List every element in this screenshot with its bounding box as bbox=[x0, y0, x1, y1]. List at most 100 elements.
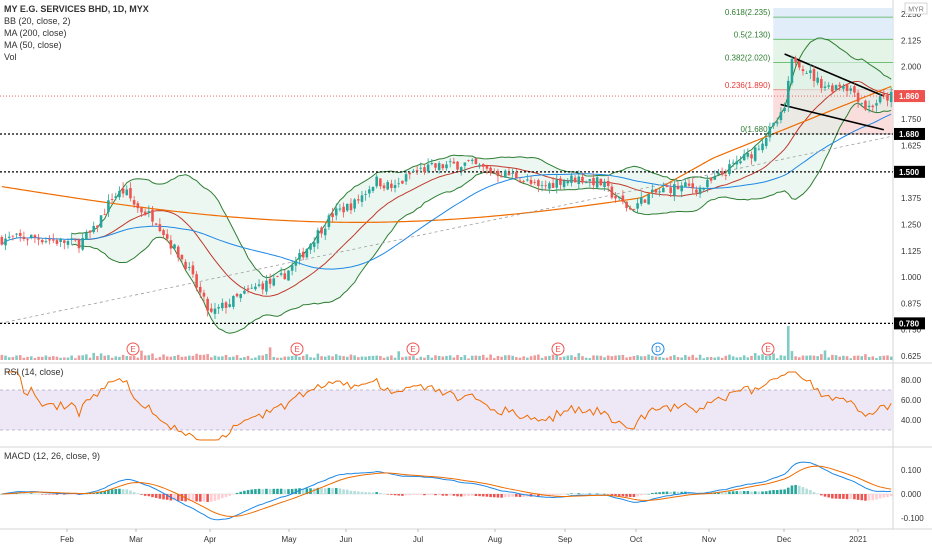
candle-body bbox=[544, 185, 548, 187]
macd-histogram-bar bbox=[323, 488, 327, 494]
candle-body bbox=[680, 185, 683, 192]
volume-bar bbox=[500, 356, 503, 360]
candle-body bbox=[437, 163, 441, 170]
volume-bar bbox=[544, 356, 548, 360]
volume-bar bbox=[588, 358, 592, 360]
macd-histogram-bar bbox=[334, 488, 338, 494]
volume-bar bbox=[393, 357, 397, 360]
candle-body bbox=[338, 208, 342, 210]
macd-histogram-bar bbox=[107, 489, 110, 494]
macd-histogram-bar bbox=[121, 489, 125, 494]
legend-ma50[interactable]: MA (50, close) bbox=[4, 40, 62, 50]
legend-bb[interactable]: BB (20, close, 2) bbox=[4, 16, 71, 26]
candle-body bbox=[44, 241, 48, 243]
volume-bar bbox=[662, 357, 665, 360]
candle-body bbox=[268, 278, 272, 284]
macd-histogram-bar bbox=[176, 494, 180, 501]
volume-bar bbox=[643, 356, 647, 360]
legend-vol[interactable]: Vol bbox=[4, 52, 17, 62]
candle-body bbox=[470, 159, 474, 161]
candle-body bbox=[537, 180, 540, 187]
macd-histogram-bar bbox=[357, 491, 360, 494]
volume-bar bbox=[129, 356, 132, 360]
macd-histogram-bar bbox=[210, 494, 213, 502]
macd-histogram-bar bbox=[29, 493, 33, 494]
volume-bar bbox=[698, 354, 702, 360]
macd-histogram-bar bbox=[492, 494, 496, 498]
volume-bar bbox=[18, 355, 22, 360]
volume-bar bbox=[232, 356, 235, 360]
volume-bar bbox=[456, 354, 459, 360]
rsi-line bbox=[5, 371, 892, 441]
candle-body bbox=[662, 187, 665, 193]
volume-bar bbox=[382, 357, 386, 360]
price-tick: 0.625 bbox=[901, 352, 922, 361]
macd-histogram-bar bbox=[309, 488, 312, 494]
candle-body bbox=[864, 100, 867, 110]
candle-body bbox=[794, 57, 797, 63]
candle-body bbox=[548, 183, 551, 189]
volume-bar bbox=[639, 356, 643, 360]
volume-bar bbox=[59, 357, 62, 360]
last-price-label: 1.860 bbox=[899, 92, 920, 101]
macd-histogram-bar bbox=[838, 494, 842, 499]
triangle-lower bbox=[780, 103, 885, 131]
candle-body bbox=[636, 203, 639, 209]
candle-body bbox=[250, 287, 254, 289]
volume-bar bbox=[526, 357, 529, 360]
volume-bar bbox=[151, 353, 154, 360]
macd-histogram-bar bbox=[375, 492, 378, 494]
candle-body bbox=[382, 185, 386, 189]
volume-bar bbox=[889, 356, 893, 360]
time-tick: Aug bbox=[488, 535, 502, 544]
legend-ma200[interactable]: MA (200, close) bbox=[4, 28, 67, 38]
candle-body bbox=[816, 77, 819, 83]
macd-histogram-bar bbox=[191, 494, 195, 501]
macd-histogram-bar bbox=[882, 494, 886, 498]
candle-body bbox=[206, 298, 209, 311]
volume-bar bbox=[437, 356, 441, 360]
macd-histogram-bar bbox=[878, 494, 882, 499]
macd-histogram-bar bbox=[349, 490, 353, 494]
volume-bar bbox=[720, 357, 724, 360]
candle-body bbox=[77, 239, 81, 249]
candle-body bbox=[114, 196, 118, 198]
macd-histogram-bar bbox=[764, 491, 768, 494]
candle-body bbox=[22, 236, 26, 240]
macd-histogram-bar bbox=[217, 494, 220, 500]
volume-bar bbox=[401, 357, 404, 360]
price-tick: 1.250 bbox=[901, 220, 922, 229]
candle-body bbox=[423, 167, 426, 173]
macd-histogram-bar bbox=[140, 494, 143, 495]
macd-histogram-bar bbox=[59, 494, 62, 495]
volume-bar bbox=[96, 356, 99, 360]
rsi-title[interactable]: RSI (14, close) bbox=[4, 367, 64, 377]
fib-label: 0.382(2.020) bbox=[725, 53, 771, 62]
volume-bar bbox=[40, 356, 44, 360]
candle-body bbox=[838, 84, 842, 87]
volume-bar bbox=[37, 356, 40, 360]
macd-histogram-bar bbox=[801, 487, 805, 494]
macd-histogram-bar bbox=[404, 494, 408, 496]
macd-histogram-bar bbox=[551, 494, 555, 496]
volume-bar bbox=[261, 355, 265, 360]
candle-body bbox=[29, 234, 33, 238]
volume-bar bbox=[757, 355, 761, 360]
candle-body bbox=[191, 265, 195, 275]
macd-histogram-bar bbox=[103, 490, 107, 494]
volume-bar bbox=[298, 356, 301, 360]
rsi-tick: 80.00 bbox=[901, 376, 922, 385]
candle-body bbox=[40, 240, 44, 243]
candle-body bbox=[570, 175, 573, 183]
macd-title[interactable]: MACD (12, 26, close, 9) bbox=[4, 451, 101, 461]
volume-bar bbox=[599, 355, 603, 360]
volume-bar bbox=[143, 355, 147, 360]
time-tick: May bbox=[281, 535, 296, 544]
macd-histogram-bar bbox=[867, 494, 871, 501]
candle-body bbox=[889, 91, 893, 103]
macd-histogram-bar bbox=[573, 493, 577, 494]
macd-histogram-bar bbox=[794, 484, 797, 494]
candle-body bbox=[434, 163, 437, 168]
macd-histogram-bar bbox=[265, 488, 268, 494]
